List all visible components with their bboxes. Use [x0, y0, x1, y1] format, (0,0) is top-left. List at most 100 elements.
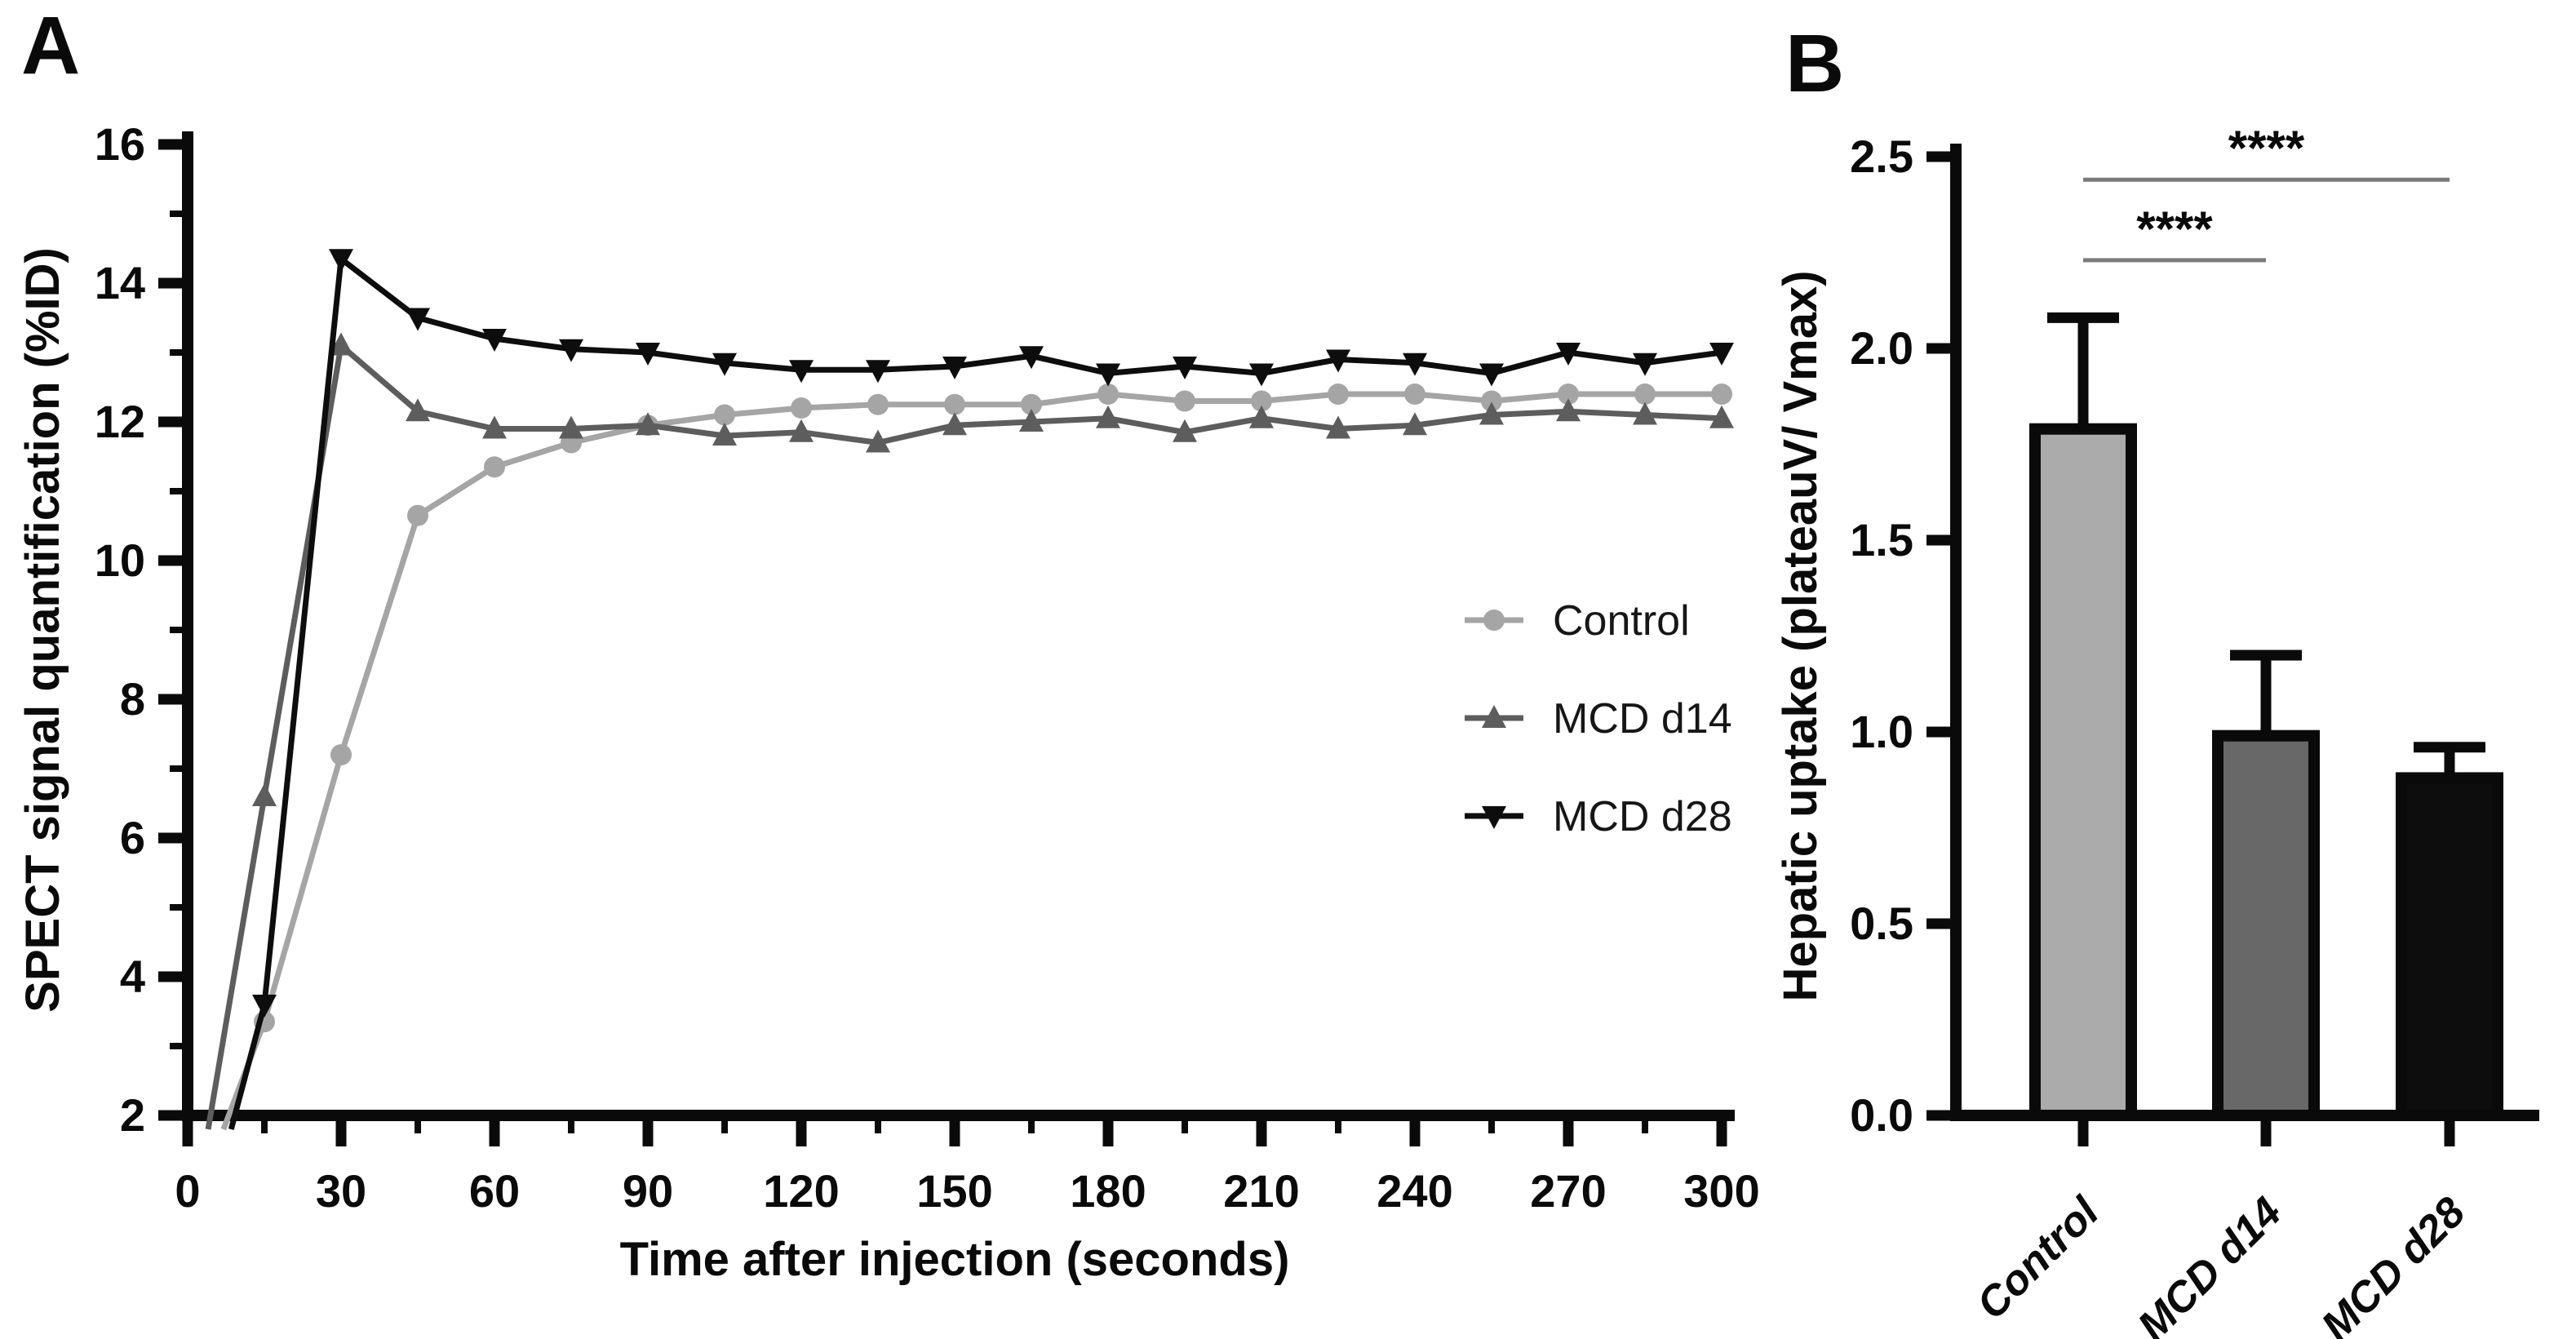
mcd-d14-line [205, 343, 1723, 1130]
control-marker [330, 744, 352, 765]
x-tick-label: 90 [623, 1165, 673, 1217]
mcd-d28-marker [1556, 343, 1581, 366]
mcd-d28-marker [712, 352, 737, 376]
mcd-d28-marker [1633, 352, 1657, 376]
control-marker [1711, 384, 1732, 405]
x-tick-label: 210 [1223, 1165, 1299, 1217]
control-marker [1174, 390, 1195, 412]
legend-triangle-down-icon [1482, 806, 1506, 829]
x-category-label: MCD d28 [2312, 1188, 2474, 1339]
y-tick-label: 1.0 [1850, 706, 1913, 757]
y-axis-title: SPECT signal quantification (%ID) [16, 247, 69, 1013]
mcd-d28-marker [559, 339, 583, 362]
mcd-d14-marker [1019, 409, 1044, 432]
panel-a-label: A [21, 0, 81, 91]
mcd-d28-marker [406, 308, 430, 331]
x-tick-label: 60 [469, 1165, 520, 1217]
x-axis-title: Time after injection (seconds) [620, 1233, 1290, 1286]
mcd-d14-marker [1709, 405, 1734, 428]
mcd-d14-marker [1479, 401, 1504, 425]
control-marker [1404, 384, 1425, 405]
x-tick-label: 240 [1377, 1165, 1452, 1217]
mcd-d14-marker [1633, 401, 1657, 425]
mcd-d14-marker [1556, 398, 1581, 422]
control-marker [1251, 390, 1272, 412]
control-marker [1634, 384, 1656, 405]
x-tick-label: 270 [1530, 1165, 1606, 1217]
control-line [220, 391, 1722, 1131]
control-marker [1558, 384, 1579, 405]
y-tick-label: 14 [95, 257, 145, 308]
mcd-d14-marker [559, 415, 583, 439]
bar-control [2029, 423, 2137, 1121]
control-marker [1481, 390, 1502, 412]
y-tick-label: 2.5 [1850, 131, 1913, 182]
x-tick-label: 120 [763, 1165, 839, 1217]
mcd-d28-marker [482, 329, 507, 352]
y-tick-label: 1.5 [1850, 514, 1913, 565]
control-marker [407, 504, 428, 526]
mcd-d14-marker [636, 412, 660, 436]
mcd-d14-marker [329, 332, 353, 356]
legend-entry: Control [1465, 597, 1690, 645]
mcd-d14-marker [1326, 415, 1350, 439]
x-tick-label: 150 [916, 1165, 992, 1217]
hepatic-bar-chart: 0.0 0.5 1.0 1.5 2.0 2.5 Control MCD d14 MCD d28 *… [1774, 121, 2539, 1339]
mcd-d14-marker [712, 423, 737, 446]
x-tick-label: 300 [1683, 1165, 1759, 1217]
mcd-d14-marker [406, 398, 430, 422]
spect-line-chart: 2 4 6 8 10 12 14 16 0 30 60 90 120 150 180 210 240 270 300… [16, 118, 1760, 1286]
bar-mcd-d28 [2396, 772, 2503, 1122]
y-axis-title: Hepatic uptake (plateauV/ Vmax) [1774, 270, 1827, 1001]
control-marker [484, 456, 505, 478]
x-tick-label: 0 [175, 1165, 200, 1217]
legend-label: MCD d28 [1553, 793, 1732, 840]
panel-b-label: B [1785, 18, 1845, 109]
y-tick-label: 0.0 [1850, 1089, 1913, 1141]
mcd-d14-marker [482, 415, 507, 439]
control-marker [1097, 384, 1119, 405]
mcd-d28-marker [1096, 363, 1120, 387]
y-tick-label: 12 [95, 396, 145, 447]
legend-label: MCD d14 [1553, 695, 1732, 743]
control-marker [791, 397, 812, 419]
significance-asterisks: **** [2228, 121, 2305, 175]
mcd-d28-marker [252, 995, 277, 1018]
y-tick-label: 2 [120, 1089, 145, 1141]
mcd-d28-marker [1326, 349, 1350, 373]
mcd-d14-marker [942, 412, 967, 436]
y-tick-label: 10 [95, 534, 145, 586]
mcd-d14-marker [866, 429, 890, 453]
x-tick-label: 180 [1070, 1165, 1146, 1217]
legend-triangle-up-icon [1482, 705, 1506, 728]
legend-entry: MCD d14 [1465, 695, 1732, 743]
x-category-label: Control [1968, 1187, 2109, 1328]
mcd-d14-marker [1403, 412, 1427, 436]
mcd-d28-marker [329, 249, 353, 273]
control-marker [944, 393, 965, 415]
mcd-d28-marker [636, 343, 660, 366]
mcd-d28-line [228, 255, 1723, 1130]
y-tick-label: 6 [120, 812, 145, 863]
mcd-d14-marker [1173, 419, 1197, 442]
mcd-d14-marker [1096, 405, 1120, 428]
mcd-d28-marker [1019, 346, 1044, 370]
control-marker [1328, 384, 1349, 405]
mcd-d28-marker [1173, 357, 1197, 379]
x-tick-label: 30 [316, 1165, 366, 1217]
mcd-d28-marker [1403, 352, 1427, 376]
y-tick-label: 16 [95, 118, 145, 170]
x-category-label: MCD d14 [2129, 1188, 2290, 1339]
y-tick-label: 0.5 [1850, 898, 1913, 949]
y-tick-label: 8 [120, 673, 145, 725]
mcd-d14-marker [252, 783, 277, 806]
mcd-d28-marker [789, 360, 814, 384]
mcd-d14-marker [789, 419, 814, 442]
legend-entry: MCD d28 [1465, 793, 1732, 840]
y-tick-label: 4 [120, 951, 145, 1002]
mcd-d14-marker [1249, 405, 1274, 428]
legend-label: Control [1553, 597, 1690, 645]
bar-mcd-d14 [2212, 729, 2320, 1121]
control-marker [714, 404, 735, 426]
y-tick-label: 2.0 [1850, 322, 1913, 374]
